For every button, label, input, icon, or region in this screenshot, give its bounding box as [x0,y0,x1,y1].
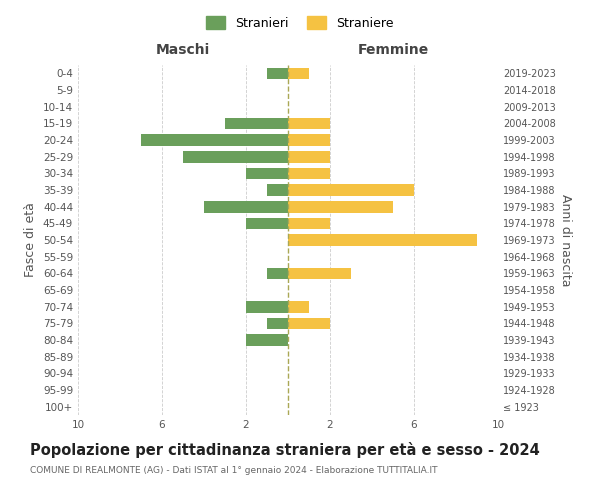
Bar [288,134,330,146]
Bar [141,134,288,146]
Text: Popolazione per cittadinanza straniera per età e sesso - 2024: Popolazione per cittadinanza straniera p… [30,442,540,458]
Y-axis label: Anni di nascita: Anni di nascita [559,194,572,286]
Bar [288,268,351,279]
Bar [267,184,288,196]
Bar [288,234,477,246]
Bar [288,151,330,162]
Bar [267,268,288,279]
Bar [267,318,288,329]
Text: Femmine: Femmine [358,42,428,56]
Bar [288,201,393,212]
Legend: Stranieri, Straniere: Stranieri, Straniere [202,11,398,35]
Text: COMUNE DI REALMONTE (AG) - Dati ISTAT al 1° gennaio 2024 - Elaborazione TUTTITAL: COMUNE DI REALMONTE (AG) - Dati ISTAT al… [30,466,437,475]
Bar [267,68,288,79]
Bar [225,118,288,129]
Bar [183,151,288,162]
Bar [288,118,330,129]
Bar [246,218,288,229]
Bar [288,318,330,329]
Bar [246,334,288,346]
Bar [246,301,288,312]
Text: Maschi: Maschi [156,42,210,56]
Bar [288,218,330,229]
Bar [288,168,330,179]
Bar [288,68,309,79]
Bar [246,168,288,179]
Bar [288,301,309,312]
Y-axis label: Fasce di età: Fasce di età [25,202,37,278]
Bar [288,184,414,196]
Bar [204,201,288,212]
